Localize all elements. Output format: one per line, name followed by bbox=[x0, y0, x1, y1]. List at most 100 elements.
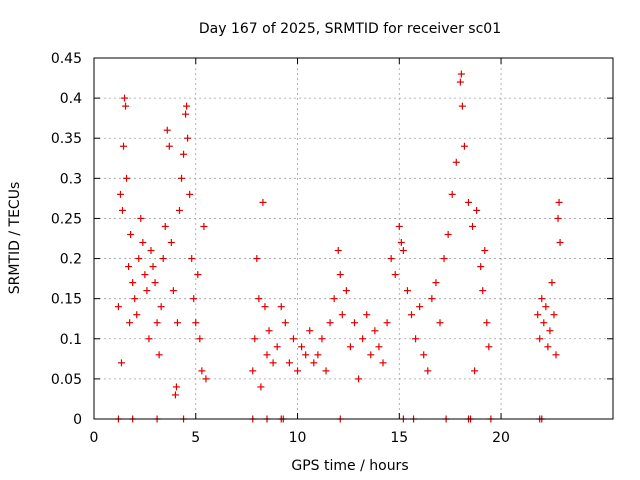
data-point bbox=[334, 247, 342, 255]
y-tick-label: 0.3 bbox=[60, 171, 82, 187]
data-point bbox=[416, 303, 424, 311]
data-point bbox=[399, 247, 407, 255]
data-point bbox=[131, 295, 139, 303]
data-point bbox=[151, 279, 159, 287]
data-point bbox=[261, 303, 269, 311]
data-point bbox=[544, 343, 552, 351]
data-point bbox=[471, 367, 479, 375]
data-point bbox=[395, 222, 403, 230]
data-point bbox=[294, 367, 302, 375]
data-point bbox=[121, 94, 129, 102]
data-point bbox=[383, 319, 391, 327]
x-tick-label: 20 bbox=[492, 430, 510, 446]
data-point bbox=[133, 311, 141, 319]
data-point bbox=[188, 255, 196, 263]
data-point bbox=[424, 367, 432, 375]
data-point bbox=[481, 247, 489, 255]
data-point bbox=[165, 142, 173, 150]
data-point bbox=[464, 198, 472, 206]
axis-ticks bbox=[93, 57, 613, 420]
data-point bbox=[408, 311, 416, 319]
y-tick-label: 0.1 bbox=[60, 332, 82, 348]
data-point bbox=[277, 303, 285, 311]
data-point bbox=[318, 335, 326, 343]
data-point bbox=[477, 263, 485, 271]
data-point bbox=[122, 102, 130, 110]
x-tick-label: 10 bbox=[289, 430, 307, 446]
data-point bbox=[161, 222, 169, 230]
data-point bbox=[172, 383, 180, 391]
data-point bbox=[135, 255, 143, 263]
data-point bbox=[129, 279, 137, 287]
data-point bbox=[444, 230, 452, 238]
data-point bbox=[153, 319, 161, 327]
data-point bbox=[326, 319, 334, 327]
data-point bbox=[139, 239, 147, 247]
data-point bbox=[556, 239, 564, 247]
data-point bbox=[355, 375, 363, 383]
data-point bbox=[253, 255, 261, 263]
y-tick-label: 0.4 bbox=[60, 91, 82, 107]
data-point bbox=[412, 335, 420, 343]
data-point bbox=[550, 311, 558, 319]
data-point bbox=[542, 303, 550, 311]
data-point bbox=[371, 327, 379, 335]
data-point bbox=[420, 351, 428, 359]
data-point bbox=[178, 174, 186, 182]
data-point bbox=[149, 263, 157, 271]
data-point bbox=[173, 319, 181, 327]
data-point bbox=[259, 198, 267, 206]
y-tick-label: 0.35 bbox=[51, 131, 82, 147]
data-point bbox=[192, 319, 200, 327]
data-point bbox=[473, 206, 481, 214]
data-point bbox=[175, 206, 183, 214]
data-point bbox=[554, 214, 562, 222]
data-point bbox=[387, 255, 395, 263]
y-tick-label: 0 bbox=[73, 412, 82, 428]
y-tick-labels: 0 0.05 0.1 0.15 0.2 0.25 0.3 0.35 0.4 0.45 bbox=[51, 51, 82, 428]
data-point bbox=[251, 335, 259, 343]
data-point bbox=[457, 70, 465, 78]
y-tick-label: 0.05 bbox=[51, 372, 82, 388]
data-point bbox=[359, 335, 367, 343]
data-point bbox=[147, 247, 155, 255]
data-point bbox=[137, 214, 145, 222]
data-point bbox=[126, 319, 134, 327]
data-point bbox=[483, 319, 491, 327]
data-point bbox=[141, 271, 149, 279]
data-point bbox=[143, 287, 151, 295]
grid-lines bbox=[94, 58, 613, 419]
data-point bbox=[538, 295, 546, 303]
data-point bbox=[552, 351, 560, 359]
data-point bbox=[182, 110, 190, 118]
data-point bbox=[190, 295, 198, 303]
data-point bbox=[155, 351, 163, 359]
data-point bbox=[120, 142, 128, 150]
data-point bbox=[379, 359, 387, 367]
data-point bbox=[123, 174, 131, 182]
data-point bbox=[273, 343, 281, 351]
x-tick-label: 0 bbox=[90, 430, 99, 446]
data-point bbox=[184, 134, 192, 142]
data-points bbox=[114, 70, 564, 423]
data-point bbox=[302, 351, 310, 359]
data-point bbox=[281, 319, 289, 327]
data-point bbox=[263, 351, 271, 359]
data-point bbox=[145, 335, 153, 343]
data-point bbox=[255, 295, 263, 303]
data-point bbox=[306, 327, 314, 335]
data-point bbox=[202, 375, 210, 383]
data-point bbox=[298, 343, 306, 351]
data-point bbox=[257, 383, 265, 391]
x-axis-label: GPS time / hours bbox=[291, 458, 408, 474]
data-point bbox=[180, 150, 188, 158]
data-point bbox=[351, 319, 359, 327]
data-point bbox=[536, 335, 544, 343]
data-point bbox=[546, 327, 554, 335]
data-point bbox=[310, 359, 318, 367]
data-point bbox=[249, 367, 257, 375]
y-tick-label: 0.25 bbox=[51, 211, 82, 227]
data-point bbox=[194, 271, 202, 279]
data-point bbox=[159, 255, 167, 263]
